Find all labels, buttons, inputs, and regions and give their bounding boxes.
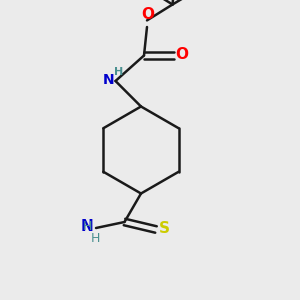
Text: H: H — [83, 220, 92, 233]
Text: O: O — [175, 47, 188, 62]
Text: N: N — [102, 74, 114, 87]
Text: H: H — [90, 232, 100, 245]
Text: N: N — [81, 219, 94, 234]
Text: O: O — [141, 7, 154, 22]
Text: S: S — [159, 221, 170, 236]
Text: H: H — [114, 67, 123, 77]
